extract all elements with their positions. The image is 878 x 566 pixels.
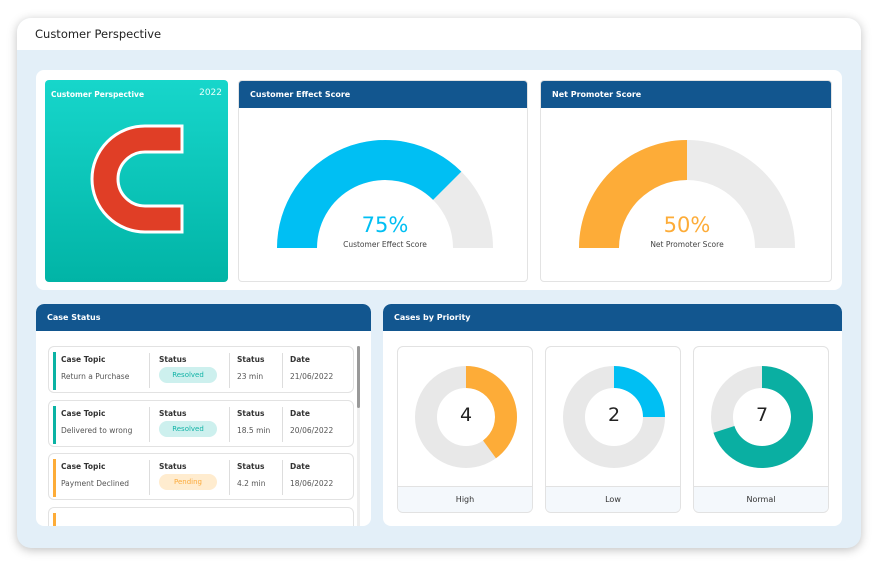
row-accent: [53, 352, 56, 390]
topic-value: Payment Declined: [61, 479, 130, 488]
magnet-icon: [90, 124, 184, 234]
customer-effect-gauge: 75% Customer Effect Score: [277, 139, 493, 249]
date-value: 18/06/2022: [290, 479, 334, 488]
date-value: 21/06/2022: [290, 372, 334, 381]
divider: [282, 460, 283, 495]
topic-value: Return a Purchase: [61, 372, 130, 381]
priority-card-normal: 7 Normal: [693, 346, 829, 513]
date-header: Date: [290, 355, 310, 364]
time-value: 4.2 min: [237, 479, 266, 488]
top-panel: Customer Perspective 2022 Customer Effec…: [36, 70, 842, 290]
time-header: Status: [237, 462, 265, 471]
status-badge: Resolved: [159, 420, 217, 437]
case-row[interactable]: Case Topic Payment Declined Status Pending S…: [48, 453, 354, 500]
priority-donut: [563, 366, 665, 468]
topic-value: Delivered to wrong: [61, 425, 133, 435]
row-accent: [53, 405, 56, 444]
time-value: 18.5 min: [237, 425, 271, 435]
priority-label: High: [398, 486, 532, 512]
date-header: Date: [290, 462, 310, 471]
case-row[interactable]: Case Topic Return a Purchase Status Resolve…: [48, 346, 354, 393]
divider: [229, 353, 230, 388]
case-row[interactable]: [48, 506, 354, 526]
status-header: Status: [159, 408, 187, 418]
status-header: Status: [159, 355, 187, 364]
topic-header: Case Topic: [61, 462, 106, 471]
time-value: 23 min: [237, 372, 264, 381]
card-header: Net Promoter Score: [541, 81, 831, 108]
row-accent: [53, 512, 56, 526]
divider: [149, 460, 150, 495]
cases-by-priority-panel: Cases by Priority 4 High 2 Low 7 Normal: [383, 304, 842, 526]
brand-title: Customer Perspective: [51, 90, 145, 99]
status-header: Status: [159, 462, 187, 471]
date-header: Date: [290, 408, 310, 418]
title-bar: Customer Perspective: [17, 18, 861, 50]
topic-header: Case Topic: [61, 355, 106, 364]
case-row[interactable]: Case Topic Delivered to wrong Status Resolv…: [48, 399, 354, 447]
status-badge: Pending: [159, 474, 217, 490]
priority-label: Normal: [694, 486, 828, 512]
scrollbar[interactable]: [357, 346, 360, 526]
priority-count: 2: [607, 404, 621, 426]
net-promoter-score-card: Net Promoter Score 50% Net Promoter Score: [540, 80, 832, 282]
case-status-panel: Case Status Case Topic Return a Purchase S…: [36, 304, 371, 526]
priority-count: 4: [459, 404, 473, 426]
priority-count: 7: [755, 404, 769, 426]
donut-value-arc: [614, 366, 665, 417]
priority-donut: [711, 366, 813, 468]
date-value: 20/06/2022: [290, 425, 334, 435]
donut-value-arc: [466, 366, 517, 459]
brand-year: 2022: [199, 88, 222, 98]
panel-header: Case Status: [36, 304, 371, 331]
priority-label: Low: [546, 486, 680, 512]
gauge-value-label: 50%: [664, 213, 711, 237]
priority-donut: [415, 366, 517, 468]
divider: [149, 406, 150, 442]
divider: [149, 353, 150, 388]
customer-effect-score-card: Customer Effect Score 75% Customer Effect…: [238, 80, 528, 282]
divider: [229, 460, 230, 495]
divider: [282, 353, 283, 388]
divider: [229, 406, 230, 442]
time-header: Status: [237, 355, 265, 364]
gauge-value-label: 75%: [362, 213, 409, 237]
priority-card-high: 4 High: [397, 346, 533, 513]
status-badge: Resolved: [159, 367, 217, 383]
brand-tile: Customer Perspective 2022: [45, 80, 228, 282]
gauge-value-arc: [277, 139, 462, 248]
dashboard-window: Customer Perspective Customer Perspectiv…: [17, 18, 861, 548]
card-header: Customer Effect Score: [239, 81, 527, 108]
gauge-caption: Net Promoter Score: [650, 240, 724, 249]
time-header: Status: [237, 408, 265, 418]
panel-header: Cases by Priority: [383, 304, 842, 331]
priority-card-low: 2 Low: [545, 346, 681, 513]
window-title: Customer Perspective: [35, 27, 162, 41]
gauge-value-arc: [579, 140, 687, 248]
divider: [282, 406, 283, 442]
row-accent: [53, 459, 56, 497]
net-promoter-gauge: 50% Net Promoter Score: [579, 139, 795, 249]
topic-header: Case Topic: [61, 408, 106, 418]
donut-value-arc: [713, 366, 813, 468]
gauge-caption: Customer Effect Score: [343, 240, 427, 249]
